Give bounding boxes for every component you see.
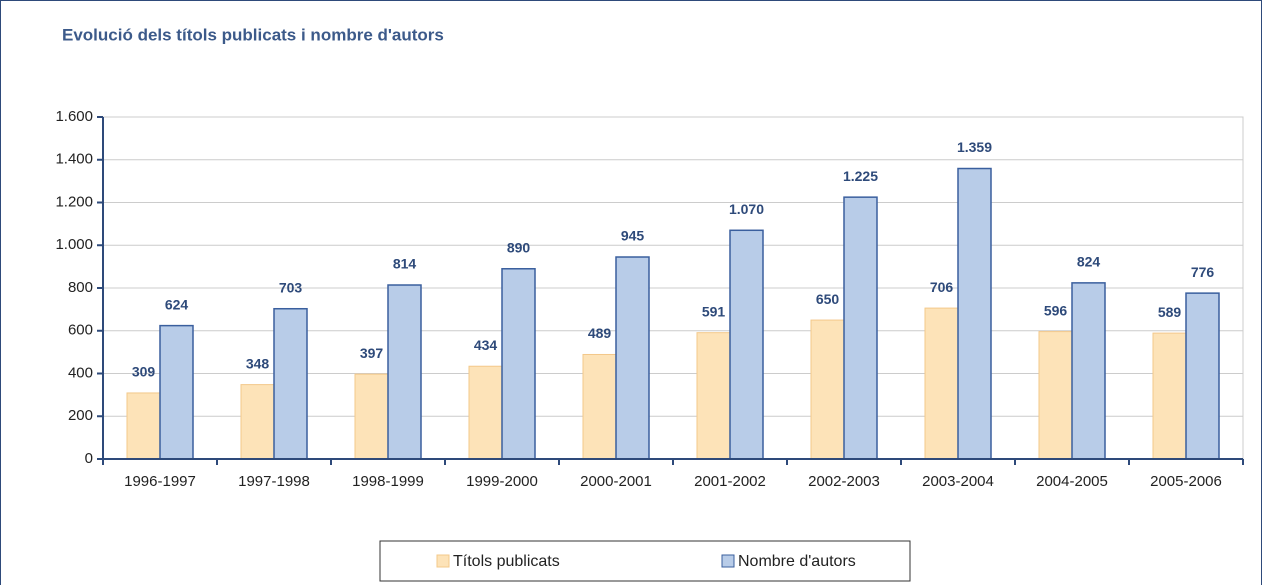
x-tick-label: 2001-2002: [694, 473, 766, 490]
bar: [240, 384, 275, 460]
data-label: 1.225: [843, 168, 878, 184]
data-label: 596: [1044, 302, 1068, 318]
data-label: 1.070: [729, 201, 764, 217]
legend-swatch: [436, 554, 450, 568]
data-label: 309: [132, 364, 156, 380]
data-label: 890: [507, 239, 531, 255]
x-tick-label: 1997-1998: [238, 473, 310, 490]
bar: [1152, 332, 1187, 460]
legend-swatch: [721, 554, 735, 568]
bar: [957, 167, 992, 460]
data-label: 824: [1077, 254, 1101, 270]
data-label: 624: [165, 296, 189, 312]
bar: [501, 268, 536, 460]
x-tick-label: 2002-2003: [808, 473, 880, 490]
bar: [582, 353, 617, 460]
legend-frame: [379, 540, 911, 582]
x-tick-label: 1998-1999: [352, 473, 424, 490]
bar: [843, 196, 878, 460]
data-label: 650: [816, 291, 840, 307]
y-tick-label: 1.200: [55, 193, 93, 210]
data-label: 591: [702, 303, 726, 319]
data-label: 703: [279, 279, 303, 295]
data-label: 589: [1158, 304, 1182, 320]
bar: [126, 392, 161, 460]
data-label: 489: [588, 325, 612, 341]
bar: [1038, 331, 1073, 460]
y-tick-label: 1.600: [55, 108, 93, 125]
bar: [1185, 292, 1220, 460]
data-label: 945: [621, 228, 645, 244]
data-label: 1.359: [957, 139, 992, 155]
bar: [615, 256, 650, 460]
x-tick-label: 1996-1997: [124, 473, 196, 490]
bar: [273, 307, 308, 460]
bar: [924, 307, 959, 460]
data-label: 397: [360, 345, 384, 361]
y-tick-label: 600: [68, 322, 93, 339]
data-label: 348: [246, 355, 270, 371]
bar: [159, 324, 194, 460]
bar: [810, 319, 845, 460]
bar: [1071, 282, 1106, 460]
bar: [354, 373, 389, 460]
y-tick-label: 200: [68, 407, 93, 424]
legend-label: Nombre d'autors: [738, 553, 856, 570]
y-tick-label: 0: [85, 450, 93, 467]
bar: [729, 229, 764, 460]
x-tick-label: 2004-2005: [1036, 473, 1108, 490]
data-label: 814: [393, 256, 417, 272]
y-tick-label: 800: [68, 279, 93, 296]
y-tick-label: 1.400: [55, 151, 93, 168]
chart-title: Evolució dels títols publicats i nombre …: [62, 25, 444, 44]
bar: [468, 365, 503, 460]
y-tick-label: 400: [68, 364, 93, 381]
bar: [387, 284, 422, 460]
bar: [696, 332, 731, 460]
x-tick-label: 2003-2004: [922, 473, 994, 490]
y-tick-label: 1.000: [55, 236, 93, 253]
legend-label: Títols publicats: [453, 553, 560, 570]
data-label: 434: [474, 337, 498, 353]
x-tick-label: 2000-2001: [580, 473, 652, 490]
x-tick-label: 2005-2006: [1150, 473, 1222, 490]
data-label: 776: [1191, 264, 1215, 280]
data-label: 706: [930, 279, 954, 295]
x-tick-label: 1999-2000: [466, 473, 538, 490]
